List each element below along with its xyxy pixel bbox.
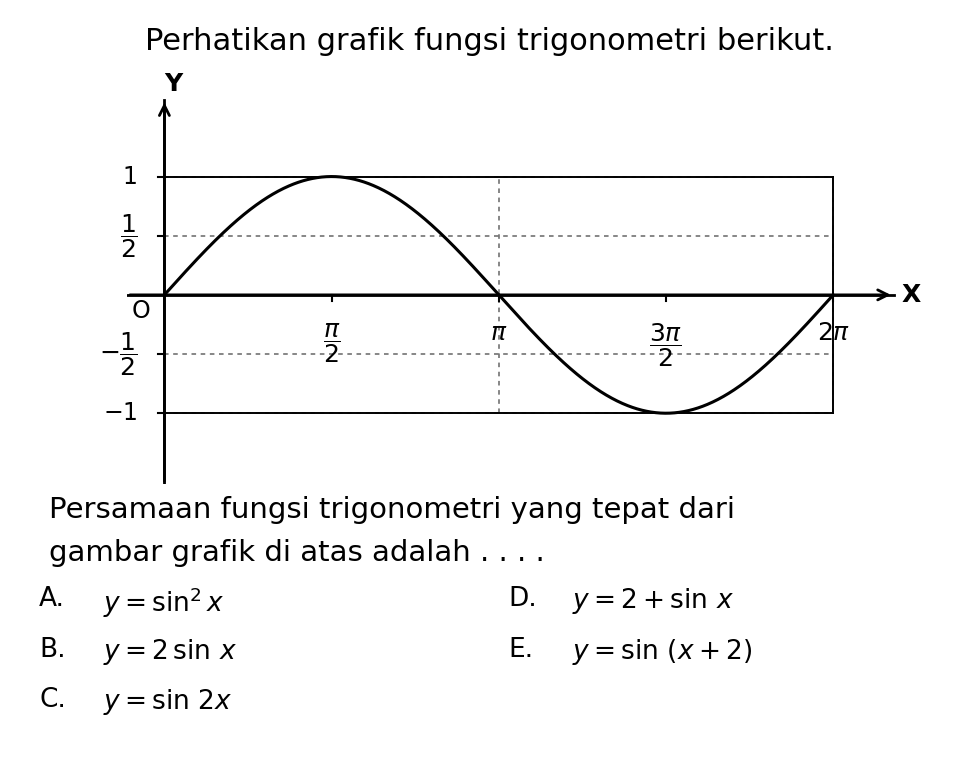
Text: C.: C.: [39, 687, 65, 713]
Text: A.: A.: [39, 586, 65, 612]
Text: $y = 2\, \sin\, x$: $y = 2\, \sin\, x$: [103, 637, 236, 666]
Text: Perhatikan grafik fungsi trigonometri berikut.: Perhatikan grafik fungsi trigonometri be…: [145, 27, 832, 56]
Text: $\dfrac{1}{2}$: $\dfrac{1}{2}$: [120, 212, 138, 259]
Text: $-\dfrac{1}{2}$: $-\dfrac{1}{2}$: [99, 330, 138, 378]
Text: $y = \sin\, 2x$: $y = \sin\, 2x$: [103, 687, 233, 717]
Text: X: X: [900, 283, 919, 307]
Text: $y = \sin\, (x + 2)$: $y = \sin\, (x + 2)$: [572, 637, 751, 666]
Text: $y = 2 + \sin\, x$: $y = 2 + \sin\, x$: [572, 586, 734, 615]
Text: $\dfrac{\pi}{2}$: $\dfrac{\pi}{2}$: [322, 321, 340, 365]
Text: E.: E.: [508, 637, 533, 662]
Text: D.: D.: [508, 586, 536, 612]
Text: 1: 1: [123, 165, 138, 188]
Text: B.: B.: [39, 637, 65, 662]
Text: $\pi$: $\pi$: [489, 321, 507, 345]
Text: $\dfrac{3\pi}{2}$: $\dfrac{3\pi}{2}$: [649, 321, 682, 369]
Text: gambar grafik di atas adalah . . . .: gambar grafik di atas adalah . . . .: [49, 539, 544, 567]
Text: Persamaan fungsi trigonometri yang tepat dari: Persamaan fungsi trigonometri yang tepat…: [49, 496, 734, 524]
Text: $-1$: $-1$: [104, 401, 138, 425]
Text: Y: Y: [163, 72, 182, 96]
Text: $2\pi$: $2\pi$: [816, 321, 849, 345]
Text: O: O: [132, 299, 150, 323]
Text: $y = \sin^{2} x$: $y = \sin^{2} x$: [103, 586, 224, 620]
